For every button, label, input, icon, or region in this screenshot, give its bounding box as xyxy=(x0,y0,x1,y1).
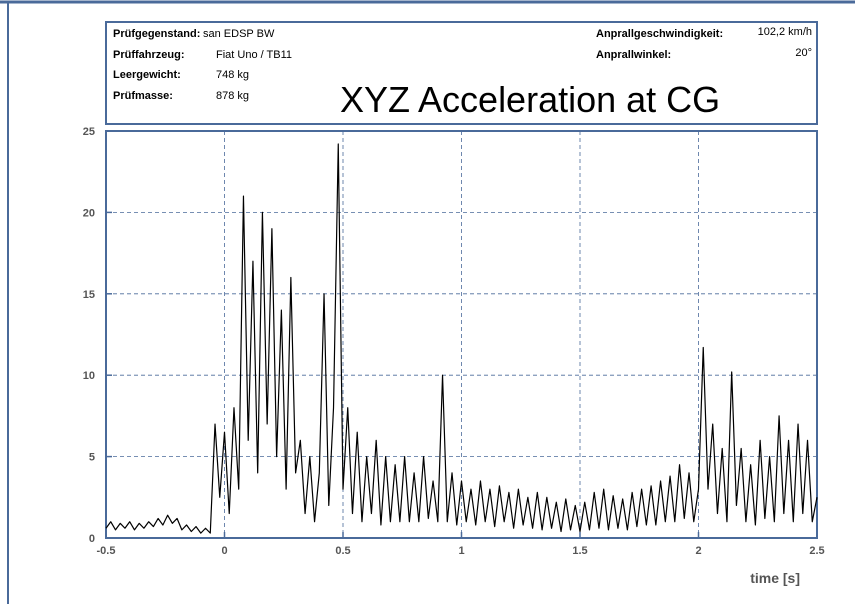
info-label: Anprallwinkel: xyxy=(596,49,671,61)
x-tick-label: 2.5 xyxy=(809,545,824,557)
plot-frame xyxy=(105,130,818,539)
x-tick-label: 1.5 xyxy=(572,545,587,557)
info-label: Leergewicht: xyxy=(113,69,181,81)
chart-title: XYZ Acceleration at CG xyxy=(340,79,720,120)
info-box xyxy=(105,21,818,125)
info-value: 878 kg xyxy=(216,90,249,102)
info-value: 102,2 km/h xyxy=(758,26,812,38)
x-tick-label: 2 xyxy=(695,545,701,557)
info-value: Fiat Uno / TB11 xyxy=(216,49,292,61)
x-tick-label: 0.5 xyxy=(335,545,350,557)
info-label: Anprallgeschwindigkeit: xyxy=(596,28,723,40)
info-value: san EDSP BW xyxy=(203,28,275,40)
info-value: 748 kg xyxy=(216,69,249,81)
x-tick-label: 0 xyxy=(221,545,227,557)
data-line xyxy=(105,143,818,534)
info-label: Prüfmasse: xyxy=(113,90,173,102)
y-tick-label: 5 xyxy=(89,452,95,464)
y-tick-label: 10 xyxy=(83,370,95,382)
y-tick-label: 20 xyxy=(83,207,95,219)
info-label: Prüffahrzeug: xyxy=(113,49,185,61)
y-tick-label: 15 xyxy=(83,289,95,301)
y-tick-label: 0 xyxy=(89,533,95,545)
info-value: 20° xyxy=(795,47,812,59)
x-tick-label: -0.5 xyxy=(97,545,116,557)
x-tick-label: 1 xyxy=(458,545,464,557)
info-label: Prüfgegenstand: xyxy=(113,28,200,40)
y-tick-label: 25 xyxy=(83,126,95,138)
x-axis-label: time [s] xyxy=(750,570,800,586)
